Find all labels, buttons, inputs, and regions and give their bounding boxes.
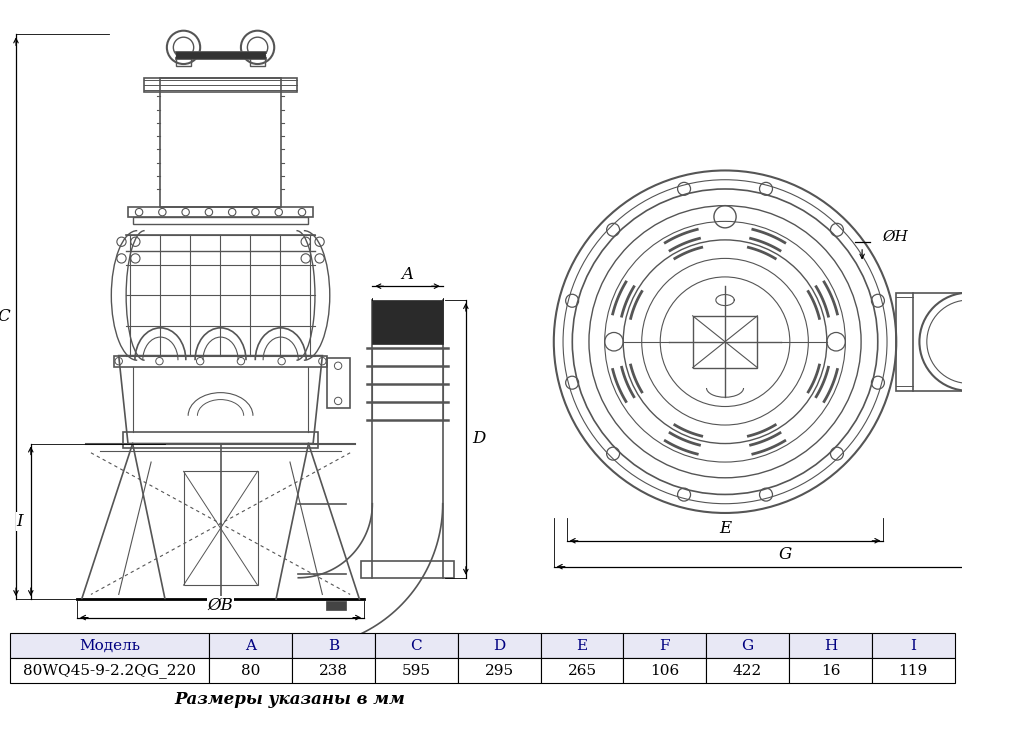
Polygon shape <box>209 633 292 658</box>
Text: C: C <box>410 639 423 653</box>
Polygon shape <box>541 658 624 683</box>
Text: G: G <box>742 639 754 653</box>
Text: C: C <box>0 308 10 325</box>
Polygon shape <box>624 658 707 683</box>
Polygon shape <box>375 658 458 683</box>
Text: ØB: ØB <box>207 597 233 614</box>
Text: B: B <box>328 639 339 653</box>
Text: E: E <box>719 520 731 537</box>
Text: A: A <box>246 639 256 653</box>
Polygon shape <box>10 633 209 658</box>
Text: ØH: ØH <box>883 230 909 244</box>
Polygon shape <box>326 601 346 610</box>
Polygon shape <box>10 658 209 683</box>
Polygon shape <box>872 658 954 683</box>
Text: D: D <box>472 430 486 447</box>
Polygon shape <box>209 658 292 683</box>
Polygon shape <box>458 658 541 683</box>
Text: 119: 119 <box>898 664 928 678</box>
Text: 80WQ45-9-2.2QG_220: 80WQ45-9-2.2QG_220 <box>24 663 197 678</box>
Text: 80: 80 <box>241 664 260 678</box>
Polygon shape <box>707 658 789 683</box>
Text: 422: 422 <box>733 664 762 678</box>
Text: 238: 238 <box>319 664 348 678</box>
Text: A: A <box>402 265 413 283</box>
Polygon shape <box>372 300 442 344</box>
Text: I: I <box>17 513 23 530</box>
Polygon shape <box>707 633 789 658</box>
Text: D: D <box>493 639 506 653</box>
Text: 106: 106 <box>651 664 680 678</box>
Polygon shape <box>375 633 458 658</box>
Text: H: H <box>824 639 837 653</box>
Text: Размеры указаны в мм: Размеры указаны в мм <box>175 691 405 708</box>
Text: 265: 265 <box>568 664 597 678</box>
Text: I: I <box>911 639 916 653</box>
Text: F: F <box>660 639 670 653</box>
Polygon shape <box>789 633 872 658</box>
Text: 595: 595 <box>402 664 431 678</box>
Polygon shape <box>789 658 872 683</box>
Text: 295: 295 <box>485 664 514 678</box>
Text: E: E <box>576 639 587 653</box>
Polygon shape <box>624 633 707 658</box>
Polygon shape <box>292 658 375 683</box>
Polygon shape <box>292 633 375 658</box>
Polygon shape <box>541 633 624 658</box>
Text: G: G <box>779 546 793 563</box>
Text: Модель: Модель <box>80 639 141 653</box>
Text: 16: 16 <box>821 664 840 678</box>
Polygon shape <box>176 52 265 58</box>
Polygon shape <box>458 633 541 658</box>
Polygon shape <box>872 633 954 658</box>
